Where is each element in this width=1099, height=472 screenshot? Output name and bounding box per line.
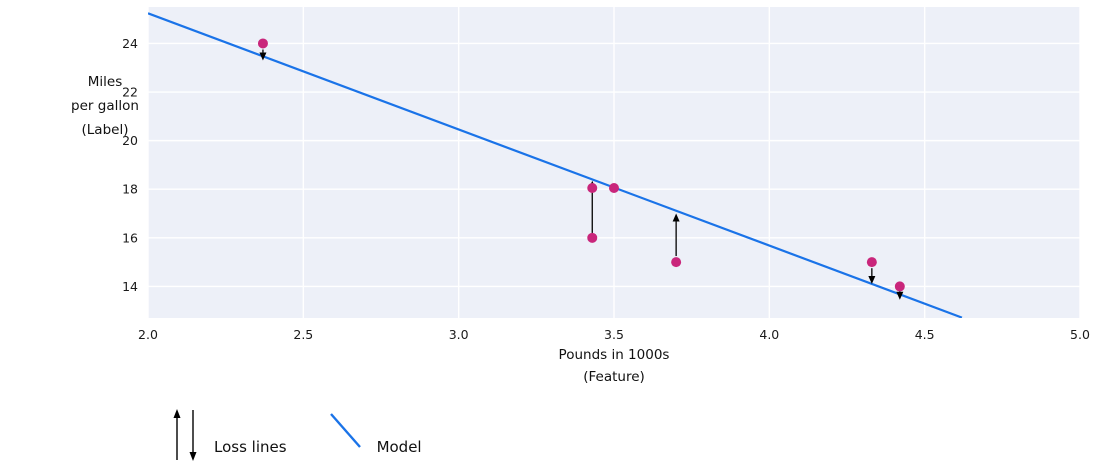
y-tick-label: 20	[122, 133, 138, 148]
loss-arrowhead	[868, 275, 876, 284]
x-tick-label: 2.0	[138, 327, 158, 342]
legend: Loss lines Model	[168, 402, 422, 464]
scatter-plot: 2.0 2.5 3.0 3.5 4.0 4.5 5.0 14 16 18 20 22 24	[122, 7, 1090, 342]
legend-label-loss-lines: Loss lines	[214, 438, 287, 456]
y-tick-label: 22	[122, 85, 138, 100]
loss-arrowhead	[896, 291, 904, 300]
y-tick-label: 18	[122, 182, 138, 197]
y-tick-label: 16	[122, 230, 138, 245]
model-line	[148, 12, 963, 318]
loss-arrowhead	[259, 52, 267, 61]
data-point	[257, 38, 268, 49]
data-point	[894, 281, 905, 292]
x-axis-label: Pounds in 1000s (Feature)	[558, 347, 670, 385]
data-point	[866, 257, 877, 268]
loss-arrowhead	[672, 213, 680, 222]
y-tick-label: 24	[122, 36, 138, 51]
y-axis-label: Miles per gallon (Label)	[71, 74, 139, 138]
data-point	[609, 183, 619, 194]
loss-arrows-icon	[173, 409, 197, 461]
x-tick-label: 4.0	[759, 327, 779, 342]
x-tick-label: 5.0	[1070, 327, 1090, 342]
x-tick-label: 4.5	[915, 327, 935, 342]
y-tick-label: 14	[122, 279, 138, 294]
data-point	[587, 232, 598, 243]
data-point	[587, 183, 598, 194]
data-point	[671, 257, 682, 268]
x-tick-label: 3.0	[449, 327, 469, 342]
x-tick-label: 3.5	[604, 327, 624, 342]
x-tick-label: 2.5	[293, 327, 313, 342]
model-line-icon	[329, 413, 361, 448]
legend-label-model: Model	[376, 438, 422, 456]
